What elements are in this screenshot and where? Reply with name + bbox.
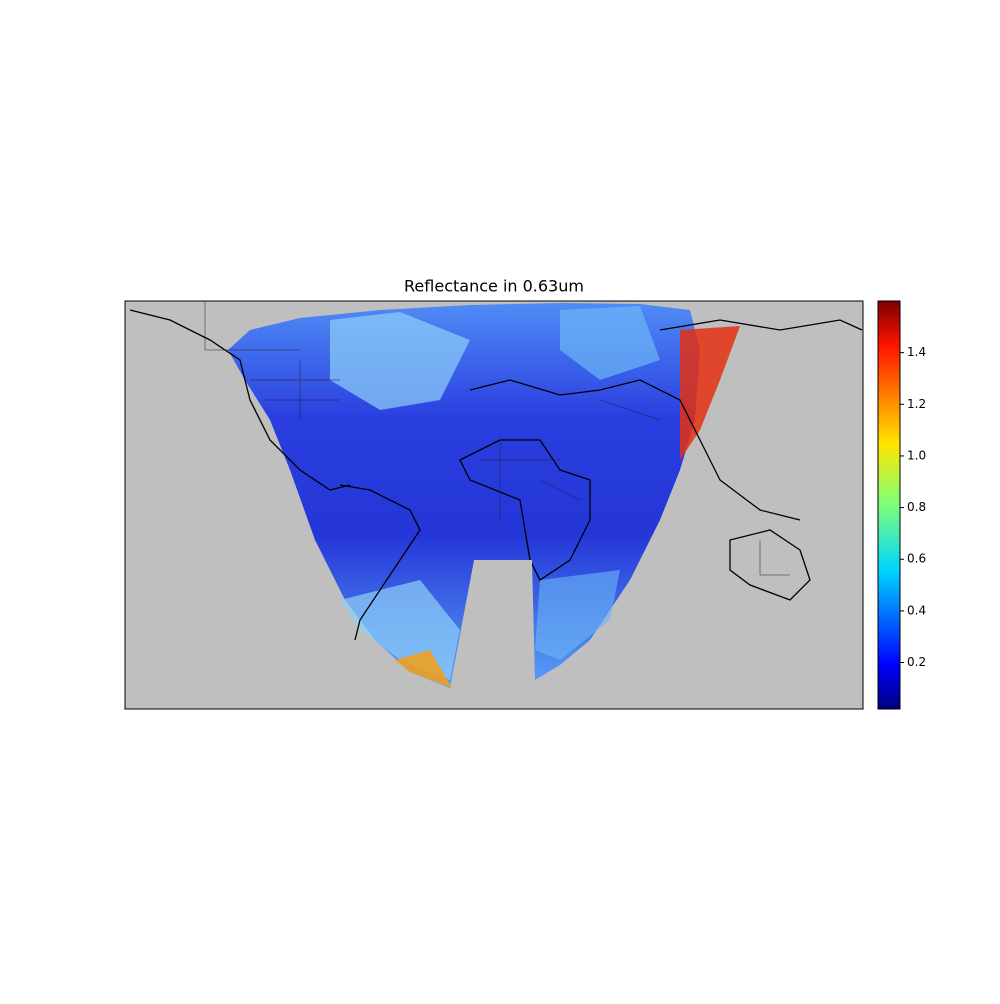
- map-area: [125, 301, 863, 709]
- coastlines: [129, 309, 863, 641]
- cloud: [535, 570, 620, 660]
- cloud: [560, 306, 660, 380]
- borders: [204, 301, 790, 576]
- colorbar-tick-label: 1.4: [907, 345, 926, 359]
- high-reflectance: [395, 650, 452, 688]
- colorbar-tick-label: 1.2: [907, 397, 926, 411]
- colorbar: [877, 300, 901, 710]
- colorbar-tick-label: 0.6: [907, 552, 926, 566]
- map-title: Reflectance in 0.63um: [404, 277, 584, 296]
- colorbar-tick-label: 0.8: [907, 500, 926, 514]
- missing-data: [474, 560, 532, 709]
- colorbar-tick-label: 0.4: [907, 603, 926, 617]
- colorbar-tick-label: 0.2: [907, 655, 926, 669]
- colorbar-tick-label: 1.0: [907, 448, 926, 462]
- high-reflectance: [680, 326, 740, 460]
- colorbar-ticks: 0.2 0.4 0.6 0.8 1.0 1.2 1.4: [900, 345, 926, 669]
- map-frame: [124, 300, 864, 710]
- cloud: [330, 312, 470, 410]
